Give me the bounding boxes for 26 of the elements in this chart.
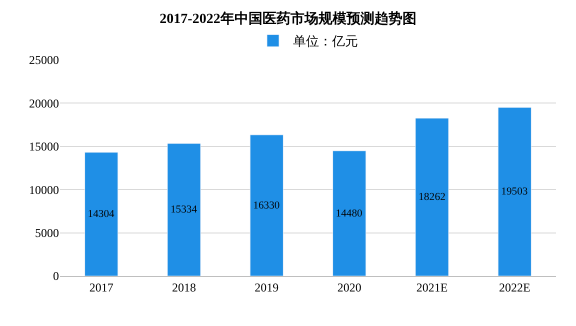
y-tick-label: 20000 — [29, 96, 59, 110]
data-label: 15334 — [170, 204, 198, 216]
bar — [415, 118, 449, 276]
bar — [498, 107, 532, 276]
x-tick-label: 2019 — [254, 280, 279, 294]
y-tick-label: 10000 — [29, 182, 59, 197]
x-tick-label: 2018 — [172, 280, 196, 294]
data-label: 18262 — [418, 191, 446, 204]
bar — [332, 150, 366, 276]
x-tick-label: 2020 — [337, 280, 362, 294]
y-tick-label: 15000 — [29, 140, 59, 154]
bar — [167, 143, 201, 276]
x-tick-label: 2017 — [89, 280, 114, 294]
data-label: 14304 — [88, 209, 116, 220]
data-label: 14480 — [336, 208, 362, 220]
bar — [250, 134, 284, 276]
y-tick-label: 25000 — [29, 53, 59, 68]
x-tick-label: 2022E — [499, 280, 530, 294]
x-tick-label: 2021E — [416, 280, 448, 294]
bar — [84, 152, 118, 276]
chart-title: 2017-2022年中国医药市场规模预测趋势图 — [160, 10, 416, 27]
data-label: 16330 — [253, 200, 280, 212]
y-tick-label: 0 — [53, 269, 59, 284]
legend-label: 单位：亿元 — [293, 34, 358, 50]
y-tick-label: 5000 — [35, 226, 59, 240]
data-label: 19503 — [501, 186, 528, 198]
